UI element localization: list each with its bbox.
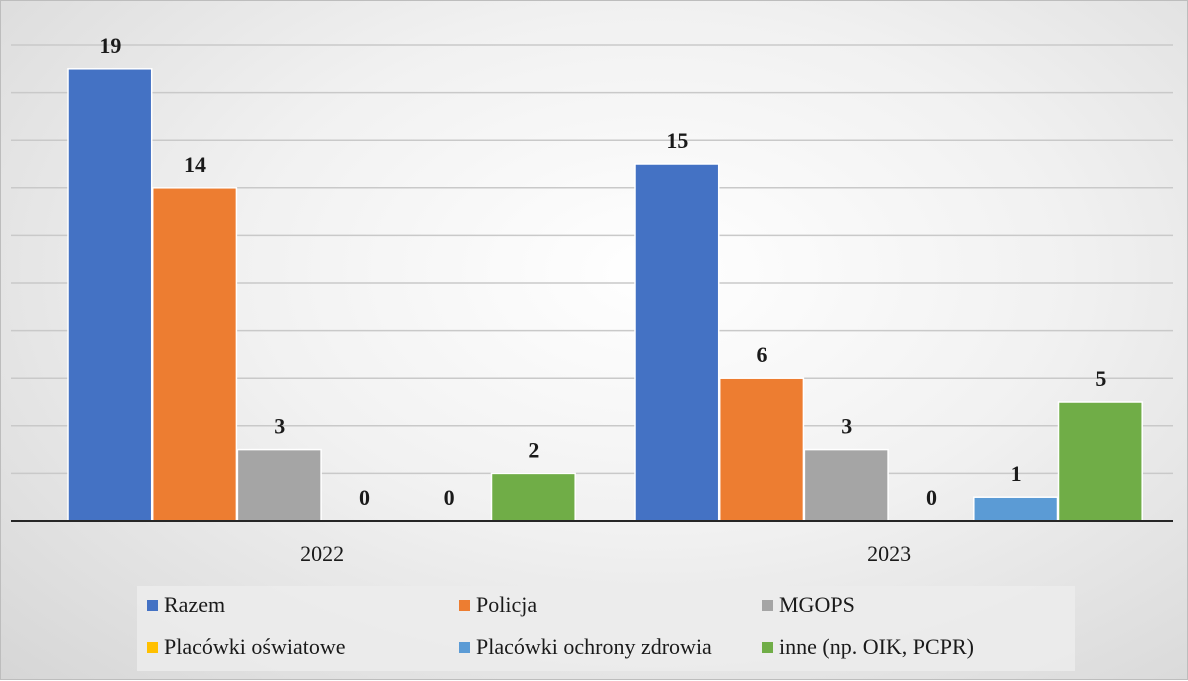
bar	[635, 164, 719, 521]
legend-item: Razem	[147, 592, 225, 618]
data-label: 0	[444, 485, 455, 510]
data-label: 3	[841, 414, 852, 439]
data-label: 15	[666, 128, 688, 153]
data-label: 0	[359, 485, 370, 510]
legend-swatch	[459, 600, 470, 611]
legend-label: inne (np. OIK, PCPR)	[779, 634, 974, 660]
bar	[68, 69, 152, 521]
legend-item: Placówki ochrony zdrowia	[459, 634, 712, 660]
data-label: 5	[1095, 366, 1106, 391]
category-label: 2022	[300, 541, 344, 566]
category-labels: 2022 2023	[300, 541, 911, 566]
data-label: 2	[528, 437, 539, 462]
legend-item: MGOPS	[762, 592, 855, 618]
data-label: 6	[757, 342, 768, 367]
legend-label: Placówki oświatowe	[164, 634, 345, 660]
bar	[237, 450, 321, 521]
data-label: 0	[926, 485, 937, 510]
legend-swatch	[459, 642, 470, 653]
legend-label: Placówki ochrony zdrowia	[476, 634, 712, 660]
legend-swatch	[762, 642, 773, 653]
bars	[68, 69, 1142, 521]
data-label: 1	[1011, 461, 1022, 486]
legend-item: Policja	[459, 592, 537, 618]
legend: Razem Policja MGOPS Placówki oświatowe Placó…	[137, 586, 1075, 671]
legend-item: Placówki oświatowe	[147, 634, 345, 660]
bar	[153, 188, 237, 521]
legend-item: inne (np. OIK, PCPR)	[762, 634, 974, 660]
bar	[804, 450, 888, 521]
legend-label: Razem	[164, 592, 225, 618]
legend-label: Policja	[476, 592, 537, 618]
data-label: 14	[184, 152, 206, 177]
category-label: 2023	[867, 541, 911, 566]
bar	[492, 473, 576, 521]
data-label: 19	[99, 33, 121, 58]
data-label: 3	[274, 414, 285, 439]
legend-swatch	[147, 642, 158, 653]
bar	[720, 378, 804, 521]
bar	[974, 497, 1058, 521]
bar	[1059, 402, 1143, 521]
legend-swatch	[147, 600, 158, 611]
legend-label: MGOPS	[779, 592, 855, 618]
legend-swatch	[762, 600, 773, 611]
